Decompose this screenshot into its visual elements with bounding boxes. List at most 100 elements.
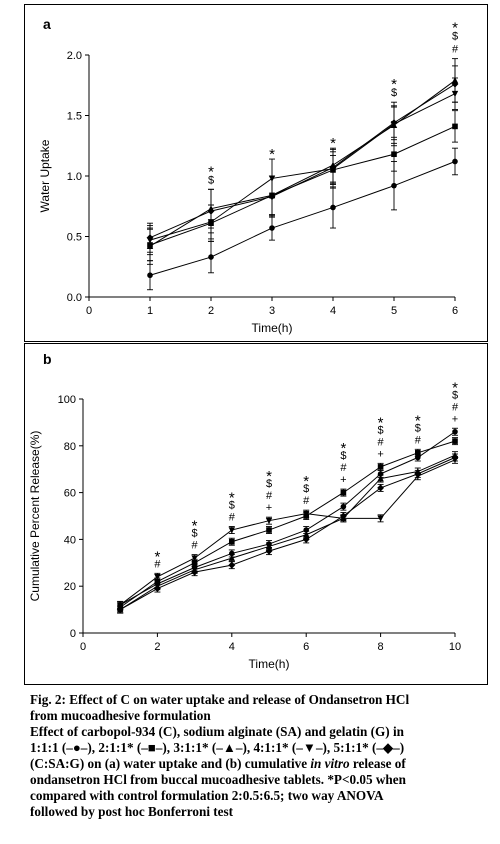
data-point [340,503,347,510]
x-axis-title: Time(h) [252,321,293,335]
data-point [391,151,397,158]
y-tick-label: 0.0 [67,292,82,304]
panel-label: b [43,351,52,367]
significance-mark: $ [391,87,397,99]
data-point [390,119,398,127]
significance-mark: # [340,462,347,474]
panel-a: a 0 1 2 3 4 5 6 0.0 0.5 1.0 1.5 2.0 Time(h) Water Upta… [24,4,488,342]
significance-mark: * [269,146,275,163]
y-tick-label: 1.0 [67,171,82,183]
series-line [119,459,456,606]
caption-body-line4: ondansetron HCl from buccal mucoadhesive… [30,772,406,787]
y-tick-label: 0.5 [67,232,82,244]
significance-mark: $ [340,450,346,462]
data-point [451,453,459,462]
data-point [228,561,236,569]
x-axis-title: Time(h) [249,657,290,671]
series-circle [147,147,458,291]
x-tick-label: 0 [80,641,86,653]
x-tick-label: 8 [378,641,384,653]
significance-mark: * [208,163,214,180]
data-point [452,428,458,435]
significance-mark: $ [452,389,458,401]
data-point [266,527,272,533]
significance-mark: $ [303,483,309,495]
significance-mark: * [154,548,160,565]
significance-mark: $ [452,31,458,43]
significance-mark: $ [192,528,198,540]
y-tick-label: 0 [70,628,76,640]
y-tick-label: 100 [58,394,76,406]
series-triangle-up [117,451,459,614]
significance-mark: * [452,379,458,396]
figure-caption: Fig. 2: Effect of C on water uptake and … [30,692,490,820]
data-point [340,512,347,520]
caption-body-line3-italic: in vitro [310,756,350,771]
significance-mark: # [452,44,459,56]
data-point [414,470,422,478]
x-tick-label: 3 [269,305,275,317]
data-point [452,438,458,444]
data-point [329,163,337,172]
significance-mark: # [303,495,310,507]
series-diamond [146,65,459,253]
data-point [228,527,235,534]
series-square [147,110,458,262]
data-point [116,606,124,614]
y-tick-label: 80 [64,441,76,453]
significance-mark: # [154,558,161,570]
y-tick-label: 60 [64,488,76,500]
series-line [149,93,456,241]
data-point [147,272,153,279]
data-point [191,568,198,576]
data-point [269,225,275,231]
series-triangle-down [117,455,459,609]
significance-mark: $ [229,500,235,512]
y-tick-label: 1.5 [67,111,82,123]
significance-mark: + [452,413,458,425]
series-line [149,125,456,246]
significance-mark: * [229,490,235,507]
panel-label: a [43,16,51,32]
data-point [377,484,384,492]
caption-title: Fig. 2: Effect of C on water uptake and … [30,692,490,724]
significance-mark: $ [415,422,421,434]
series-line [119,454,456,611]
x-tick-label: 1 [147,305,153,317]
data-point [377,464,384,470]
x-tick-label: 2 [154,641,160,653]
significance-mark: * [415,412,421,429]
significance-mark: # [452,401,459,413]
significance-mark: # [266,490,273,502]
significance-mark: # [192,540,199,552]
series-line [119,431,456,606]
data-point [330,204,336,211]
significance-mark: * [340,440,346,457]
significance-mark: $ [208,174,214,186]
significance-mark: * [330,135,336,152]
caption-body: Effect of carbopol-934 (C), sodium algin… [30,724,490,820]
x-tick-label: 4 [330,305,336,317]
data-point [146,234,154,242]
y-tick-label: 2.0 [67,50,82,62]
significance-mark: * [378,414,384,431]
data-point [117,602,124,609]
significance-mark: * [452,20,458,37]
x-tick-label: 5 [391,305,397,317]
data-point [377,515,384,522]
data-point [377,475,384,482]
panel-b: b 0 2 4 6 8 10 0 20 40 60 80 100 Time(h) Cumulative Pe… [24,343,488,685]
data-point [207,207,215,215]
data-point [415,450,421,456]
caption-title-line1: Fig. 2: Effect of C on water uptake and … [30,692,410,707]
y-axis-title: Water Uptake [38,139,52,212]
y-tick-label: 20 [64,581,76,593]
x-tick-label: 0 [86,305,92,317]
data-point [191,560,198,566]
caption-body-line3-post: release of [349,756,406,771]
significance-mark: * [266,468,272,485]
data-point [208,254,214,260]
data-point [303,510,310,518]
significance-mark: + [266,502,272,514]
